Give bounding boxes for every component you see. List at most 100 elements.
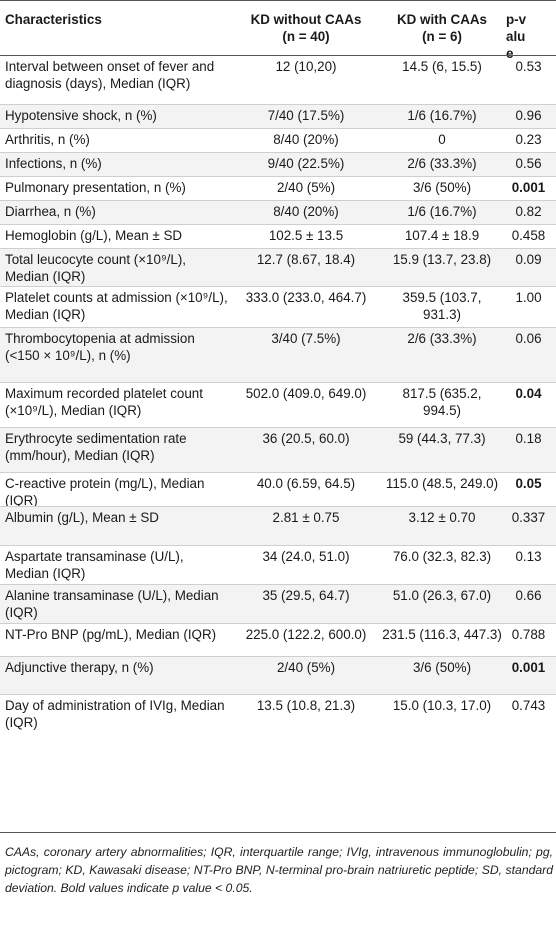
p-value-cell: 0.18	[515, 431, 542, 446]
p-value-cell: 0.337	[511, 510, 546, 525]
kd-with-caas-cell: 817.5 (635.2, 994.5)	[402, 386, 482, 418]
row-stripe	[0, 327, 556, 382]
kd-without-caas-cell: 40.0 (6.59, 64.5)	[256, 476, 356, 491]
kd-with-caas-cell: 59 (44.3, 77.3)	[398, 431, 486, 446]
table-rule	[0, 545, 556, 546]
row-stripe	[0, 506, 556, 545]
kd-with-caas-cell: 3.12 ± 0.70	[408, 510, 476, 525]
row-stripe	[0, 427, 556, 472]
kd-with-caas-cell: 3/6 (50%)	[412, 180, 472, 195]
kd-without-caas-cell: 2/40 (5%)	[276, 660, 336, 675]
table-rule	[0, 248, 556, 249]
p-value-cell: 0.09	[515, 252, 542, 267]
kd-without-caas-cell: 36 (20.5, 60.0)	[262, 431, 350, 446]
header-p-value: p-value	[506, 12, 527, 61]
table-rule	[0, 623, 556, 624]
kd-without-caas-cell: 34 (24.0, 51.0)	[262, 549, 350, 564]
characteristic-cell: Infections, n (%)	[5, 156, 102, 171]
table-rule	[0, 128, 556, 129]
kd-with-caas-cell: 107.4 ± 18.9	[404, 228, 480, 243]
kd-with-caas-cell: 1/6 (16.7%)	[407, 204, 477, 219]
header-characteristics: Characteristics	[5, 12, 102, 27]
table-rule	[0, 104, 556, 105]
kd-without-caas-cell: 7/40 (17.5%)	[267, 108, 345, 123]
kd-without-caas-cell: 13.5 (10.8, 21.3)	[256, 698, 356, 713]
table-rule	[0, 327, 556, 328]
characteristic-cell: NT-Pro BNP (pg/mL), Median (IQR)	[5, 627, 217, 642]
p-value-cell: 1.00	[515, 290, 542, 305]
table-rule	[0, 0, 556, 1]
kd-with-caas-cell: 2/6 (33.3%)	[407, 331, 477, 346]
kd-with-caas-cell: 15.0 (10.3, 17.0)	[392, 698, 492, 713]
kd-without-caas-cell: 12 (10,20)	[275, 59, 337, 74]
kd-without-caas-cell: 2.81 ± 0.75	[272, 510, 340, 525]
characteristic-cell: Alanine transaminase (U/L), Median (IQR)	[5, 588, 219, 620]
characteristic-cell: Total leucocyte count (×10⁹/L), Median (…	[5, 252, 187, 284]
kd-with-caas-cell: 15.9 (13.7, 23.8)	[392, 252, 492, 267]
characteristic-cell: Hemoglobin (g/L), Mean ± SD	[5, 228, 183, 243]
p-value-cell: 0.001	[511, 180, 546, 195]
characteristic-cell: Hypotensive shock, n (%)	[5, 108, 157, 123]
characteristic-cell: Aspartate transaminase (U/L), Median (IQ…	[5, 549, 184, 581]
row-stripe	[0, 656, 556, 694]
characteristic-cell: Arthritis, n (%)	[5, 132, 90, 147]
characteristic-cell: Diarrhea, n (%)	[5, 204, 96, 219]
kd-without-caas-cell: 8/40 (20%)	[273, 204, 339, 219]
kd-without-caas-cell: 225.0 (122.2, 600.0)	[245, 627, 367, 642]
row-stripe	[0, 248, 556, 286]
p-value-cell: 0.05	[515, 476, 542, 491]
kd-with-caas-cell: 231.5 (116.3, 447.3)	[382, 627, 502, 642]
kd-without-caas-cell: 502.0 (409.0, 649.0)	[245, 386, 367, 401]
table-rule	[0, 427, 556, 428]
p-value-cell: 0.23	[515, 132, 542, 147]
p-value-cell: 0.66	[515, 588, 542, 603]
p-value-cell: 0.788	[511, 627, 546, 642]
kd-with-caas-cell: 0	[438, 132, 446, 147]
table-rule	[0, 55, 556, 56]
kd-with-caas-cell: 51.0 (26.3, 67.0)	[392, 588, 492, 603]
characteristic-cell: Day of administration of IVIg, Median (I…	[5, 698, 225, 730]
characteristic-cell: Platelet counts at admission (×10⁹/L), M…	[5, 290, 228, 322]
kd-without-caas-cell: 9/40 (22.5%)	[267, 156, 345, 171]
table-rule	[0, 286, 556, 287]
p-value-cell: 0.04	[515, 386, 542, 401]
characteristic-cell: Erythrocyte sedimentation rate (mm/hour)…	[5, 431, 187, 463]
table-rule	[0, 382, 556, 383]
p-value-cell: 0.53	[515, 59, 542, 74]
kd-with-caas-cell: 2/6 (33.3%)	[407, 156, 477, 171]
characteristic-cell: C-reactive protein (mg/L), Median (IQR)	[5, 476, 205, 508]
table-rule	[0, 472, 556, 473]
kd-without-caas-cell: 35 (29.5, 64.7)	[262, 588, 350, 603]
table-rule	[0, 584, 556, 585]
p-value-cell: 0.82	[515, 204, 542, 219]
table-rule	[0, 224, 556, 225]
p-value-cell: 0.458	[511, 228, 546, 243]
p-value-cell: 0.56	[515, 156, 542, 171]
kd-without-caas-cell: 3/40 (7.5%)	[271, 331, 341, 346]
p-value-cell: 0.96	[515, 108, 542, 123]
kd-with-caas-cell: 76.0 (32.3, 82.3)	[392, 549, 492, 564]
kd-with-caas-cell: 115.0 (48.5, 249.0)	[385, 476, 499, 491]
table-rule	[0, 506, 556, 507]
p-value-cell: 0.06	[515, 331, 542, 346]
table-footnote: CAAs, coronary artery abnormalities; IQR…	[5, 845, 553, 895]
table-rule	[0, 200, 556, 201]
table-rule	[0, 176, 556, 177]
characteristic-cell: Pulmonary presentation, n (%)	[5, 180, 186, 195]
p-value-cell: 0.001	[511, 660, 546, 675]
kd-without-caas-cell: 2/40 (5%)	[276, 180, 336, 195]
kd-without-caas-cell: 102.5 ± 13.5	[268, 228, 344, 243]
kd-with-caas-cell: 359.5 (103.7, 931.3)	[402, 290, 482, 322]
kd-with-caas-cell: 14.5 (6, 15.5)	[402, 59, 482, 74]
header-kd-without-caas: KD without CAAs (n = 40)	[250, 12, 362, 44]
row-stripe	[0, 584, 556, 623]
row-stripe	[0, 104, 556, 128]
kd-with-caas-cell: 1/6 (16.7%)	[407, 108, 477, 123]
table-rule	[0, 832, 556, 833]
row-stripe	[0, 152, 556, 176]
table-rule	[0, 656, 556, 657]
characteristic-cell: Adjunctive therapy, n (%)	[5, 660, 154, 675]
p-value-cell: 0.743	[511, 698, 546, 713]
kd-without-caas-cell: 8/40 (20%)	[273, 132, 339, 147]
